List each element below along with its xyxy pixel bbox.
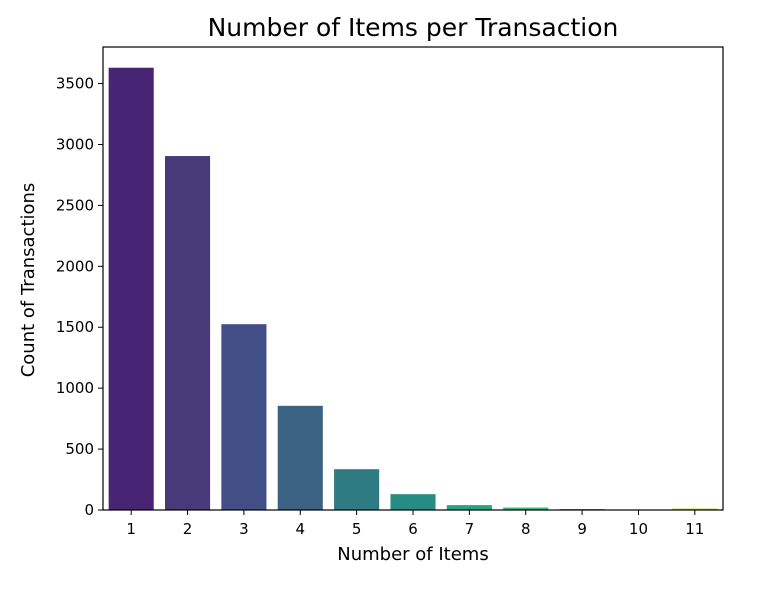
bar-1 xyxy=(108,67,154,510)
y-tick-label: 3000 xyxy=(56,135,94,153)
x-tick-label: 1 xyxy=(126,520,136,538)
x-tick-label: 5 xyxy=(352,520,362,538)
chart-title: Number of Items per Transaction xyxy=(208,13,619,42)
bar-11 xyxy=(672,508,718,510)
plot-area-frame xyxy=(102,46,724,511)
y-axis-label: Count of Transactions xyxy=(18,183,39,378)
y-tick-label: 1500 xyxy=(56,318,94,336)
bar-8 xyxy=(503,507,549,510)
y-tick-label: 500 xyxy=(65,440,94,458)
bar-5 xyxy=(334,469,380,510)
bar-2 xyxy=(165,156,211,510)
bar-3 xyxy=(221,324,267,510)
y-tick-label: 2000 xyxy=(56,257,94,275)
x-tick-label: 2 xyxy=(183,520,193,538)
y-tick-label: 3500 xyxy=(56,75,94,93)
bar-7 xyxy=(446,505,492,510)
x-tick-label: 9 xyxy=(577,520,587,538)
x-tick-label: 4 xyxy=(295,520,305,538)
x-axis-ticks: 1 2 3 4 5 6 7 8 9 10 11 xyxy=(126,510,704,538)
x-tick-label: 8 xyxy=(521,520,531,538)
y-tick-label: 2500 xyxy=(56,196,94,214)
x-tick-label: 11 xyxy=(685,520,704,538)
x-axis-label: Number of Items xyxy=(337,544,488,565)
bar-4 xyxy=(277,405,323,510)
bar-6 xyxy=(390,494,436,510)
y-axis-ticks: 0 500 1000 1500 2000 2500 3000 3500 xyxy=(56,75,103,519)
bars-group xyxy=(108,67,718,510)
x-tick-label: 7 xyxy=(465,520,475,538)
y-tick-label: 1000 xyxy=(56,379,94,397)
x-tick-label: 10 xyxy=(629,520,648,538)
x-tick-label: 6 xyxy=(408,520,418,538)
x-tick-label: 3 xyxy=(239,520,249,538)
y-tick-label: 0 xyxy=(84,501,94,519)
